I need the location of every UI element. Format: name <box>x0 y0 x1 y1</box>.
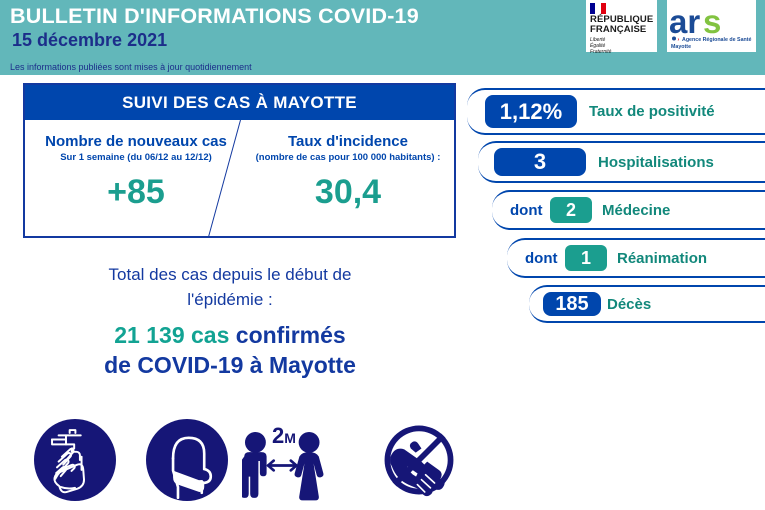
svg-text:Agence Régionale de Santé: Agence Régionale de Santé <box>682 37 752 43</box>
svg-text:s: s <box>703 3 721 40</box>
svg-text:›: › <box>678 37 680 43</box>
svg-text:Mayotte: Mayotte <box>671 44 691 50</box>
svg-text:ar: ar <box>669 3 700 40</box>
